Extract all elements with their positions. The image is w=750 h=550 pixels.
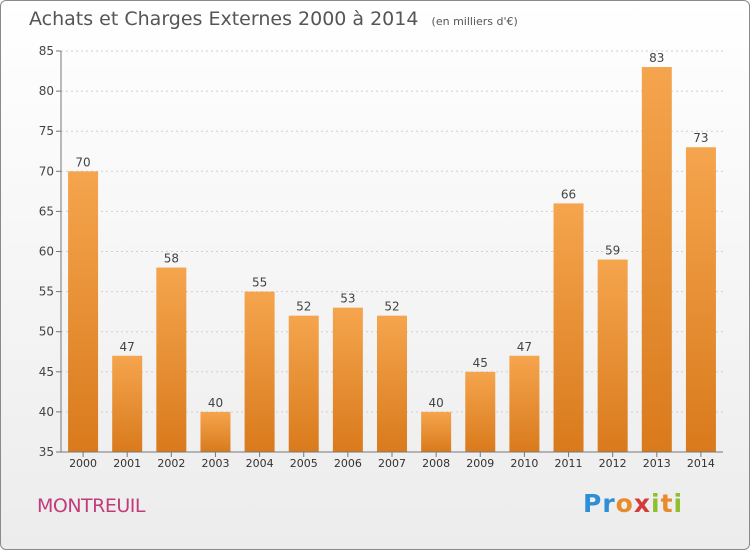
y-tick-label: 70 [39,164,54,178]
logo-letter: t [660,489,674,518]
y-tick-label: 80 [39,84,54,98]
bar [156,267,187,452]
y-tick-label: 85 [39,44,54,58]
bar [288,315,319,452]
bar [553,203,584,452]
bar [112,355,143,452]
x-tick-label: 2009 [466,457,494,470]
x-tick-label: 2012 [599,457,627,470]
bar-layer: 70 47 58 40 55 52 53 52 40 45 47 66 59 83 73 [68,51,716,453]
bar [68,171,99,453]
bar-value-label: 70 [75,155,90,169]
y-tick-label: 40 [39,405,54,419]
y-tick-label: 35 [39,445,54,459]
bar-value-label: 58 [164,252,179,266]
bar-value-label: 47 [120,340,135,354]
bar-value-label: 59 [605,244,620,258]
bar [332,307,363,452]
x-tick-label: 2007 [378,457,406,470]
bar [421,411,452,452]
x-tick-label: 2014 [687,457,715,470]
chart-unit: (en milliers d'€) [431,15,518,28]
logo-letter: o [615,489,634,518]
bar-value-label: 52 [296,300,311,314]
logo-letter: P [583,489,603,518]
x-tick-label: 2013 [643,457,671,470]
bar-value-label: 40 [208,396,223,410]
y-tick-label: 45 [39,365,54,379]
bar [244,291,275,452]
bar [641,67,672,452]
x-tick-label: 2003 [201,457,229,470]
title-row: Achats et Charges Externes 2000 à 2014 (… [29,8,518,30]
bar-value-label: 73 [693,131,708,145]
axis-layer: 35 40 45 50 55 60 65 70 75 80 85 2000 2001 2002 2003 20… [39,44,723,470]
bar [685,147,716,453]
logo-letter: r [602,489,616,518]
bar-value-label: 47 [517,340,532,354]
y-tick-label: 65 [39,204,54,218]
x-tick-label: 2004 [246,457,274,470]
bar-value-label: 55 [252,276,267,290]
y-tick-label: 55 [39,285,54,299]
x-tick-label: 2005 [290,457,318,470]
x-tick-label: 2008 [422,457,450,470]
bar-value-label: 52 [384,300,399,314]
bar-value-label: 66 [561,187,576,201]
y-tick-label: 50 [39,325,54,339]
x-tick-label: 2006 [334,457,362,470]
x-tick-label: 2011 [555,457,583,470]
bar [200,411,231,452]
bar-value-label: 83 [649,51,664,65]
chart-title: Achats et Charges Externes 2000 à 2014 [29,8,419,30]
x-tick-label: 2010 [510,457,538,470]
commune-name: MONTREUIL [37,495,145,517]
logo-letter: i [651,489,661,518]
bar-value-label: 53 [340,292,355,306]
logo-letter: i [673,489,684,518]
bar [509,355,540,452]
bar [377,315,407,452]
y-tick-label: 60 [39,245,54,259]
y-tick-label: 75 [39,124,54,138]
x-tick-label: 2001 [113,457,141,470]
bar-value-label: 45 [473,356,488,370]
proxiti-logo: Proxiti [583,489,683,518]
x-tick-label: 2000 [69,457,97,470]
logo-letter: x [633,489,651,518]
x-tick-label: 2002 [157,457,185,470]
bar [465,371,496,452]
bar [597,259,628,452]
bar-value-label: 40 [428,396,443,410]
